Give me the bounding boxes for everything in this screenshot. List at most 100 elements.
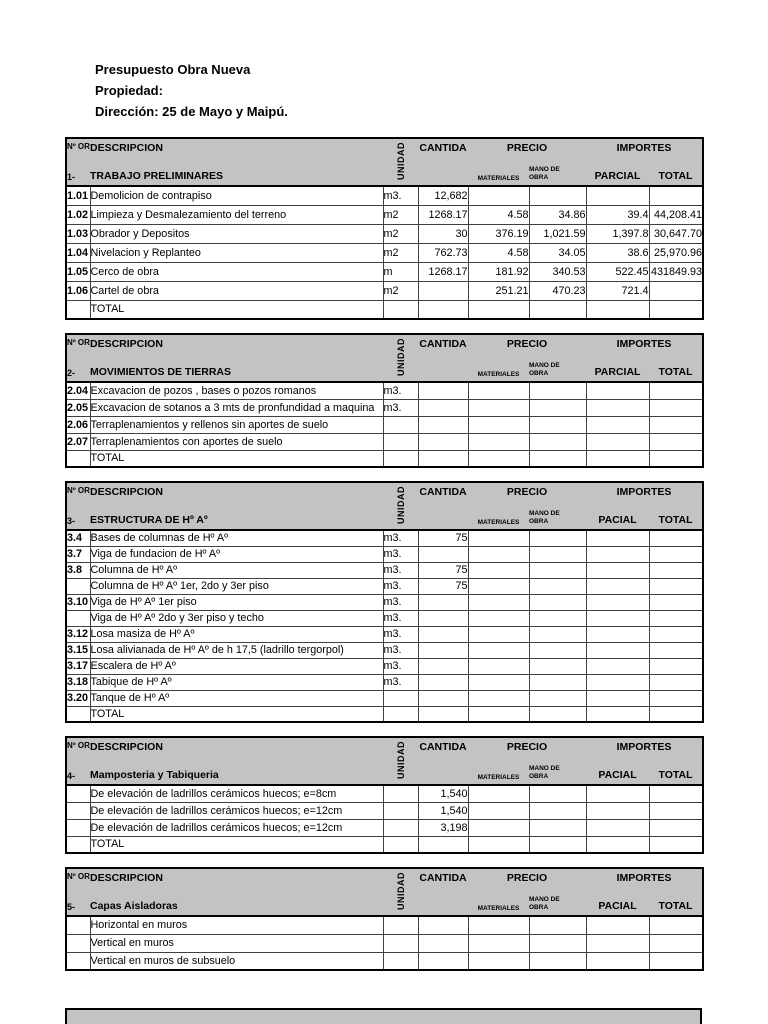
- cell-parcial: [585, 415, 650, 434]
- table-row: De elevación de ladrillos cerámicos huec…: [65, 818, 704, 837]
- column-header-materiales: MATERIALES: [468, 506, 529, 532]
- column-header-descripcion: DESCRIPCION: [90, 334, 383, 359]
- cell-unidad: m3.: [382, 641, 419, 659]
- column-header-total: TOTAL: [649, 892, 704, 918]
- table-row: 1.04 Nivelacion y Replanteo m2 762.73 4.58 34…: [65, 242, 704, 263]
- cell-total: [648, 609, 704, 627]
- cell-materiales: [467, 609, 530, 627]
- column-header-materiales: MATERIALES: [468, 358, 529, 384]
- column-header-mano-de-obra: MANO DE OBRA: [529, 892, 587, 918]
- cell-num-order: [65, 951, 91, 971]
- header-empty-cell: [418, 506, 468, 532]
- cell-materiales: [467, 689, 530, 707]
- cell-descripcion: Bases de columnas de Hº Aº: [89, 529, 384, 547]
- cell-materiales: [467, 529, 530, 547]
- cell-total: [648, 415, 704, 434]
- table-row: 2.07 Terraplenamientos con aportes de sue…: [65, 432, 704, 451]
- cell-mano-de-obra: [528, 835, 587, 854]
- column-header-cantida: CANTIDA: [418, 482, 468, 507]
- cell-descripcion: De elevación de ladrillos cerámicos huec…: [89, 818, 384, 837]
- cell-parcial: [585, 641, 650, 659]
- cell-descripcion: Cartel de obra: [89, 280, 384, 301]
- column-header-importes: IMPORTES: [586, 334, 704, 359]
- cell-parcial: [585, 784, 650, 803]
- cell-total: [648, 705, 704, 723]
- cell-total: [648, 449, 704, 468]
- section-title: Mamposteria y Tabiqueria: [90, 761, 383, 787]
- table-row: TOTAL: [65, 835, 704, 854]
- cell-unidad: m3.: [382, 673, 419, 691]
- cell-num-order: 3.12: [65, 625, 91, 643]
- table-row: TOTAL: [65, 705, 704, 723]
- cell-mano-de-obra: [528, 689, 587, 707]
- cell-cantida: 75: [417, 561, 469, 579]
- header-empty-cell: [418, 162, 468, 188]
- cell-mano-de-obra: [528, 398, 587, 417]
- cell-unidad: m3.: [382, 609, 419, 627]
- cell-num-order: [65, 818, 91, 837]
- cell-descripcion: Terraplenamientos y rellenos sin aportes…: [89, 415, 384, 434]
- cell-cantida: 1268.17: [417, 204, 469, 225]
- column-header-importes: IMPORTES: [586, 737, 704, 762]
- column-header-parcial: PACIAL: [586, 506, 650, 532]
- cell-materiales: 4.58: [467, 242, 530, 263]
- column-header-total: TOTAL: [649, 358, 704, 384]
- cell-parcial: [585, 801, 650, 820]
- cell-unidad: [382, 705, 419, 723]
- cell-cantida: [417, 689, 469, 707]
- cell-descripcion: TOTAL: [89, 449, 384, 468]
- table-row: De elevación de ladrillos cerámicos huec…: [65, 801, 704, 820]
- column-header-unidad: UNIDAD: [383, 868, 418, 917]
- cell-cantida: [417, 705, 469, 723]
- cell-materiales: [467, 398, 530, 417]
- column-header-descripcion: DESCRIPCION: [90, 482, 383, 507]
- cell-descripcion: Viga de fundacion de Hº Aº: [89, 545, 384, 563]
- cell-parcial: [585, 299, 650, 320]
- cell-descripcion: Losa alivianada de Hº Aº de h 17,5 (ladr…: [89, 641, 384, 659]
- cell-parcial: 38.6: [585, 242, 650, 263]
- cell-num-order: 1.06: [65, 280, 91, 301]
- cell-num-order: 2.04: [65, 381, 91, 400]
- cell-descripcion: Tanque de Hº Aº: [89, 689, 384, 707]
- budget-tables-container: Nº OR DESCRIPCION UNIDAD CANTIDA PRECIO IMPOR…: [65, 137, 705, 984]
- column-header-importes: IMPORTES: [586, 482, 704, 507]
- cell-unidad: m2: [382, 280, 419, 301]
- column-header-unidad: UNIDAD: [383, 138, 418, 187]
- cell-materiales: [467, 951, 530, 971]
- cell-total: [648, 951, 704, 971]
- column-header-mano-de-obra: MANO DE OBRA: [529, 162, 587, 188]
- cell-mano-de-obra: [528, 609, 587, 627]
- cell-total: [648, 673, 704, 691]
- cell-cantida: [417, 381, 469, 400]
- cell-cantida: [417, 299, 469, 320]
- cell-descripcion: Viga de Hº Aº 1er piso: [89, 593, 384, 611]
- cell-descripcion: Viga de Hº Aº 2do y 3er piso y techo: [89, 609, 384, 627]
- cell-unidad: [382, 689, 419, 707]
- cell-materiales: 376.19: [467, 223, 530, 244]
- cell-mano-de-obra: [528, 299, 587, 320]
- cell-descripcion: Nivelacion y Replanteo: [89, 242, 384, 263]
- cell-unidad: m3.: [382, 545, 419, 563]
- cell-mano-de-obra: [528, 657, 587, 675]
- cell-mano-de-obra: 34.05: [528, 242, 587, 263]
- header-row-top: Nº OR DESCRIPCION UNIDAD CANTIDA PRECIO IMPOR…: [66, 334, 704, 383]
- cell-parcial: [585, 593, 650, 611]
- header-row-top: Nº OR DESCRIPCION UNIDAD CANTIDA PRECIO IMPOR…: [66, 868, 704, 917]
- cell-num-order: 1.01: [65, 185, 91, 206]
- column-header-num-order: Nº OR: [66, 138, 90, 163]
- budget-table-section-3: Nº OR DESCRIPCION UNIDAD CANTIDA PRECIO IMPOR…: [65, 481, 705, 723]
- cell-num-order: [65, 299, 91, 320]
- column-header-cantida: CANTIDA: [418, 138, 468, 163]
- cell-cantida: [417, 415, 469, 434]
- table-row: 1.06 Cartel de obra m2 251.21 470.23 721.4: [65, 280, 704, 301]
- cell-parcial: [585, 951, 650, 971]
- column-header-total: TOTAL: [649, 761, 704, 787]
- cell-parcial: [585, 432, 650, 451]
- cell-parcial: 39.4: [585, 204, 650, 225]
- cell-materiales: 181.92: [467, 261, 530, 282]
- budget-table-section-1: Nº OR DESCRIPCION UNIDAD CANTIDA PRECIO IMPOR…: [65, 137, 705, 320]
- cell-unidad: [382, 784, 419, 803]
- cell-num-order: 2.05: [65, 398, 91, 417]
- cell-unidad: m: [382, 261, 419, 282]
- cell-cantida: [417, 625, 469, 643]
